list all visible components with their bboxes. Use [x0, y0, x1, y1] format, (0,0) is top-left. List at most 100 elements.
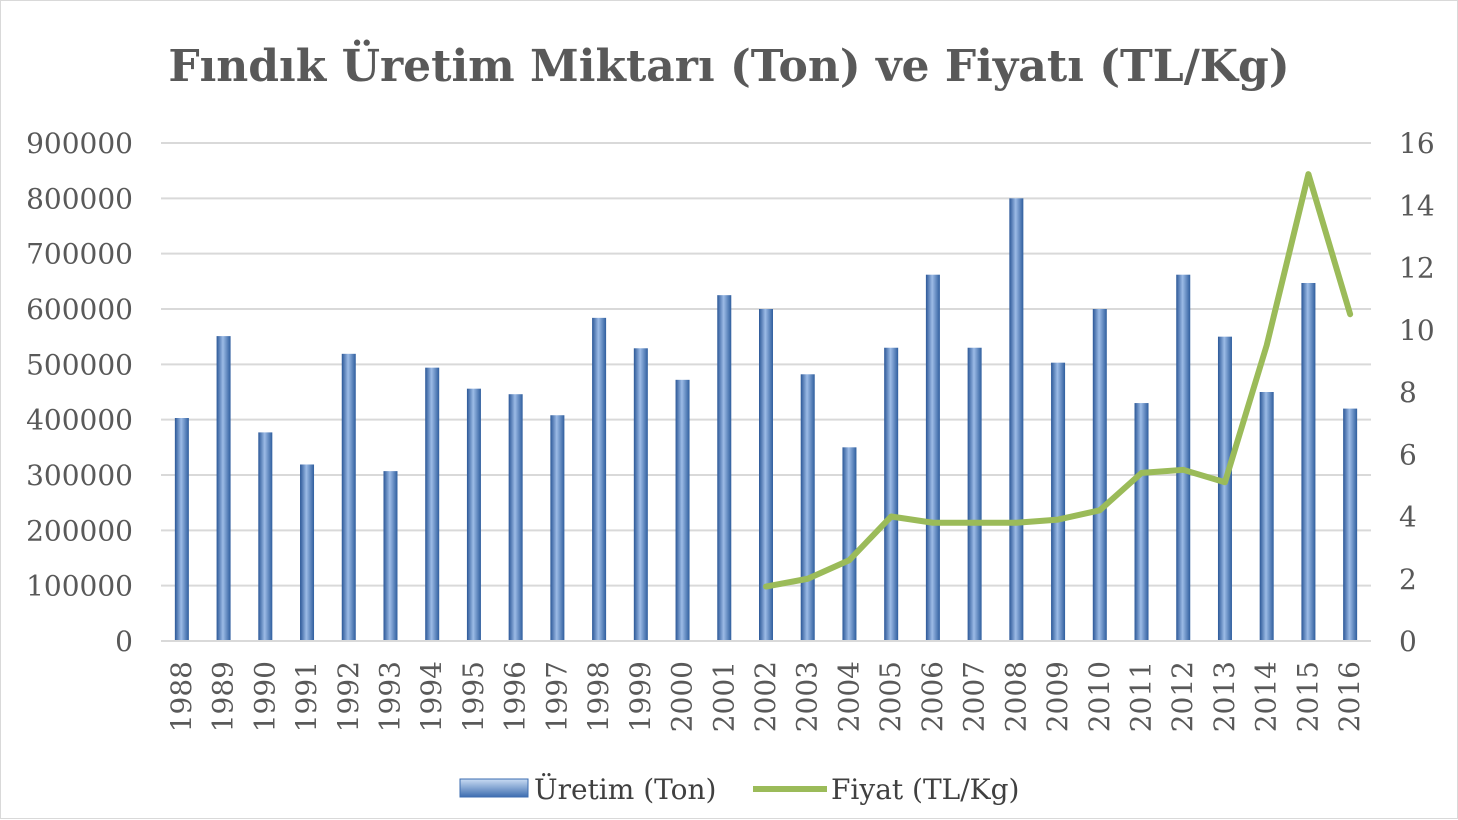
price-point-2013 — [1223, 481, 1226, 484]
x-tick-label: 2003 — [791, 661, 824, 732]
y-left-tick-label: 500000 — [26, 348, 133, 381]
bar-2009 — [1051, 362, 1066, 641]
x-tick-label: 2014 — [1250, 661, 1283, 732]
bar-2012 — [1176, 274, 1191, 641]
y-left-tick-label: 800000 — [26, 182, 133, 215]
legend-label-price: Fiyat (TL/Kg) — [831, 773, 1019, 806]
price-point-2010 — [1098, 509, 1101, 512]
x-tick-label: 1999 — [624, 661, 657, 732]
y-right-tick-label: 0 — [1399, 625, 1417, 658]
x-tick-label: 1996 — [499, 661, 532, 732]
bar-2008 — [1009, 198, 1024, 642]
bar-series — [174, 198, 1358, 642]
legend-swatch-production — [459, 778, 529, 798]
x-axis: 1988 1989 1990 1991 1992 1993 1994 1995 1996 1997… — [161, 640, 1371, 732]
y-left-tick-label: 900000 — [26, 127, 133, 160]
bar-1998 — [592, 317, 607, 641]
bar-1991 — [300, 464, 315, 641]
price-point-2009 — [1057, 518, 1060, 521]
bar-2016 — [1343, 408, 1358, 641]
price-point-2006 — [931, 521, 934, 524]
line-series — [763, 171, 1354, 590]
y-right-tick-label: 6 — [1399, 438, 1417, 471]
x-tick-label: 2007 — [958, 661, 991, 732]
price-point-2008 — [1015, 521, 1018, 524]
bar-1988 — [174, 418, 189, 641]
y-right-tick-label: 4 — [1399, 501, 1417, 534]
x-tick-label: 2015 — [1291, 661, 1324, 732]
x-tick-label: 1989 — [207, 661, 240, 732]
y-axis-left: 900000 800000 700000 600000 500000 400000 3000… — [26, 127, 133, 658]
x-tick-label: 1988 — [165, 661, 198, 732]
legend: Üretim (Ton) Fiyat (TL/Kg) — [459, 772, 1019, 806]
x-tick-label: 1991 — [290, 661, 323, 732]
y-left-tick-label: 400000 — [26, 404, 133, 437]
x-tick-label: 1992 — [332, 661, 365, 732]
y-right-tick-label: 2 — [1399, 563, 1417, 596]
x-tick-label: 1998 — [582, 661, 615, 732]
bar-2007 — [967, 347, 982, 641]
x-tick-label: 2009 — [1041, 661, 1074, 732]
y-left-tick-label: 200000 — [26, 514, 133, 547]
x-tick-label: 2012 — [1166, 661, 1199, 732]
x-tick-label: 1993 — [373, 661, 406, 732]
bar-1992 — [341, 353, 356, 641]
y-right-tick-label: 8 — [1399, 376, 1417, 409]
bar-2005 — [884, 347, 899, 641]
y-left-tick-label: 100000 — [26, 570, 133, 603]
bar-1997 — [550, 415, 565, 641]
bar-2006 — [925, 274, 940, 641]
bar-1993 — [383, 471, 398, 641]
y-left-tick-label: 700000 — [26, 238, 133, 271]
x-tick-label: 2005 — [874, 661, 907, 732]
x-tick-label: 2010 — [1083, 661, 1116, 732]
x-tick-label: 1994 — [415, 661, 448, 732]
price-point-2003 — [806, 577, 809, 580]
y-left-tick-label: 600000 — [26, 293, 133, 326]
x-tick-label: 2013 — [1208, 661, 1241, 732]
chart-title: Fındık Üretim Miktarı (Ton) ve Fiyatı (T… — [168, 38, 1289, 92]
bar-2003 — [800, 374, 815, 641]
price-point-2007 — [973, 521, 976, 524]
bar-1995 — [466, 388, 481, 641]
bar-1989 — [216, 336, 231, 641]
bar-2002 — [759, 309, 773, 641]
bar-1999 — [633, 348, 648, 641]
y-right-tick-label: 14 — [1399, 189, 1435, 222]
y-right-tick-label: 16 — [1399, 127, 1435, 160]
bar-2004 — [842, 447, 857, 641]
x-tick-label: 2011 — [1125, 661, 1158, 732]
x-tick-label: 1997 — [540, 661, 573, 732]
x-tick-label: 2001 — [707, 661, 740, 732]
bar-2015 — [1301, 282, 1316, 641]
price-point-2014 — [1265, 344, 1268, 347]
bar-2013 — [1217, 336, 1232, 641]
y-left-tick-label: 300000 — [26, 459, 133, 492]
bar-1994 — [425, 367, 440, 641]
bar-1990 — [258, 432, 273, 641]
price-point-2016 — [1349, 313, 1352, 316]
price-point-2004 — [848, 559, 851, 562]
x-tick-label: 2016 — [1333, 661, 1366, 732]
price-point-2011 — [1140, 471, 1143, 474]
price-point-2005 — [890, 515, 893, 518]
bar-2010 — [1092, 309, 1107, 641]
bar-2000 — [675, 379, 690, 641]
bar-1996 — [508, 394, 523, 641]
x-tick-label: 1995 — [457, 661, 490, 732]
bar-2014 — [1259, 392, 1274, 641]
y-left-tick-label: 0 — [115, 625, 133, 658]
price-point-2002 — [765, 585, 767, 588]
x-tick-label: 2004 — [832, 661, 865, 732]
price-point-2012 — [1182, 468, 1185, 471]
bar-2001 — [717, 295, 732, 641]
y-right-tick-label: 10 — [1399, 314, 1435, 347]
x-tick-label: 2002 — [749, 661, 782, 732]
x-tick-label: 2008 — [999, 661, 1032, 732]
y-right-tick-label: 12 — [1399, 252, 1435, 285]
x-tick-label: 2000 — [666, 661, 699, 732]
price-point-2015 — [1307, 173, 1310, 176]
y-axis-right: 16 14 12 10 8 6 4 2 0 — [1399, 127, 1435, 658]
